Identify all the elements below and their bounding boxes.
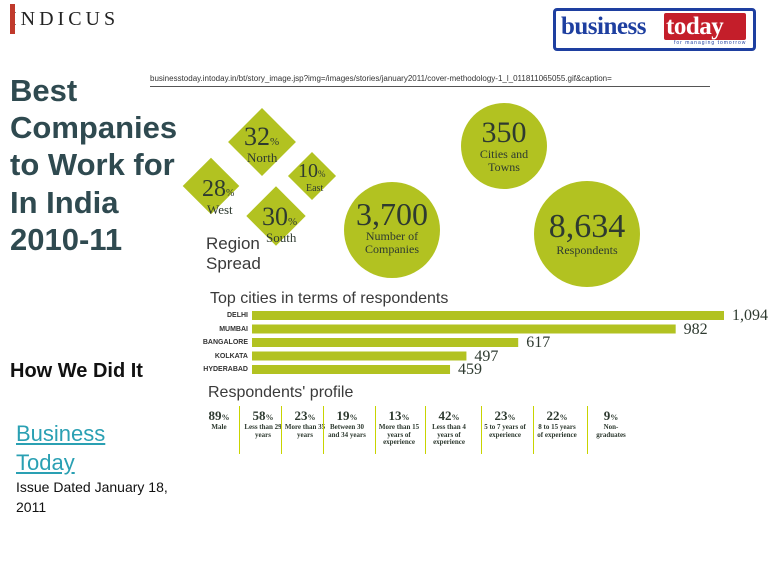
city-name-kolkata: KOLKATA — [214, 352, 248, 360]
bt-logo-word-business: business — [561, 13, 646, 40]
profile-stat: 58% Less than 29 years — [242, 408, 284, 439]
url-divider — [150, 86, 710, 87]
city-value-delhi: 1,094 — [732, 307, 768, 324]
profile-divider — [323, 406, 324, 454]
stat-circle-companies — [344, 182, 440, 278]
region-diamond-north — [228, 108, 296, 176]
region-value-north: 32% — [244, 122, 280, 151]
profile-divider — [587, 406, 588, 454]
profile-desc: Less than 29 years — [244, 423, 282, 439]
source-link[interactable]: Business Today — [16, 421, 106, 475]
cities-heading: Top cities in terms of respondents — [210, 290, 449, 307]
slide-subtitle: How We Did It — [10, 360, 143, 382]
profile-desc: More than 35 years — [284, 423, 326, 439]
profile-desc: More than 15 years of experience — [378, 423, 420, 447]
profile-desc: Between 30 and 34 years — [328, 423, 366, 439]
profile-stat: 22% 8 to 15 years of experience — [536, 408, 578, 439]
profile-desc: Male — [211, 423, 227, 431]
stat-circle-respondents — [534, 181, 640, 287]
profile-desc: Non-graduates — [596, 423, 626, 439]
city-bar-bangalore — [252, 338, 519, 347]
region-name-east: East — [306, 183, 324, 194]
profile-value: 23% — [494, 408, 516, 423]
profile-stat: 13% More than 15 years of experience — [378, 408, 420, 447]
stat-respondents: 8,634 Respondents — [548, 208, 626, 257]
profile-value: 22% — [546, 408, 568, 423]
indicus-logo: INDICUS — [10, 4, 119, 34]
profile-value: 19% — [336, 408, 358, 423]
city-value-mumbai: 982 — [683, 320, 708, 338]
city-value-hyderabad: 459 — [458, 361, 483, 378]
profile-value: 9% — [603, 408, 619, 423]
profile-desc: 5 to 7 years of experience — [484, 423, 526, 439]
profile-stat: 89% Male — [198, 408, 240, 432]
city-name-bangalore: BANGALORE — [202, 339, 248, 346]
profile-value: 23% — [294, 408, 316, 423]
source-url: businesstoday.intoday.in/bt/story_image.… — [150, 74, 612, 83]
city-bar-kolkata — [252, 351, 467, 361]
stat-circle-cities — [461, 103, 547, 189]
profile-value: 13% — [388, 408, 410, 423]
city-value-kolkata: 497 — [474, 347, 499, 365]
profile-divider — [239, 406, 240, 454]
profile-divider — [533, 406, 534, 454]
profile-desc: 8 to 15 years of experience — [537, 423, 577, 439]
stat-cities: 350 Cities and Towns — [479, 116, 529, 175]
city-bar-delhi — [252, 311, 724, 320]
city-bars — [252, 311, 724, 374]
city-value-bangalore: 617 — [526, 334, 551, 351]
city-name-mumbai: MUMBAI — [219, 325, 248, 333]
profile-stat: 23% 5 to 7 years of experience — [484, 408, 526, 439]
region-diamond-east — [287, 151, 337, 201]
profile-divider — [375, 406, 376, 454]
city-name-delhi: DELHI — [227, 312, 248, 319]
region-diamond-south — [246, 186, 306, 246]
city-bar-hyderabad — [252, 365, 451, 374]
slide-title: Best Companies to Work for In India 2010… — [10, 73, 178, 257]
issue-date: Issue Dated January 18, 2011 — [16, 479, 168, 515]
business-today-logo: business today for managing tomorrow — [553, 8, 756, 51]
city-name-hyderabad: HYDERABAD — [203, 366, 248, 373]
profile-stat: 42% Less than 4 years of experience — [428, 408, 470, 447]
region-value-south: 30% — [262, 202, 298, 231]
region-name-west: West — [207, 202, 233, 217]
region-value-east: 10% — [298, 160, 326, 182]
profile-value: 89% — [208, 408, 230, 423]
city-bar-mumbai — [252, 324, 676, 334]
profile-heading: Respondents' profile — [208, 384, 354, 401]
profile-stat: 9% Non-graduates — [590, 408, 632, 439]
profile-stat: 23% More than 35 years — [284, 408, 326, 439]
region-name-south: South — [266, 230, 297, 245]
profile-divider — [481, 406, 482, 454]
profile-desc: Less than 4 years of experience — [432, 423, 466, 447]
profile-divider — [281, 406, 282, 454]
profile-stat: 19% Between 30 and 34 years — [326, 408, 368, 439]
bt-logo-word-today: today — [666, 13, 724, 40]
region-spread-label: Region Spread — [206, 234, 261, 274]
stat-companies: 3,700 Number of Companies — [356, 196, 428, 257]
region-value-west: 28% — [202, 176, 235, 202]
profile-value: 42% — [438, 408, 460, 423]
region-diamond-west — [182, 157, 240, 215]
profile-divider — [425, 406, 426, 454]
bt-logo-tagline: for managing tomorrow — [674, 40, 747, 46]
region-name-north: North — [247, 150, 278, 165]
profile-value: 58% — [252, 408, 274, 423]
